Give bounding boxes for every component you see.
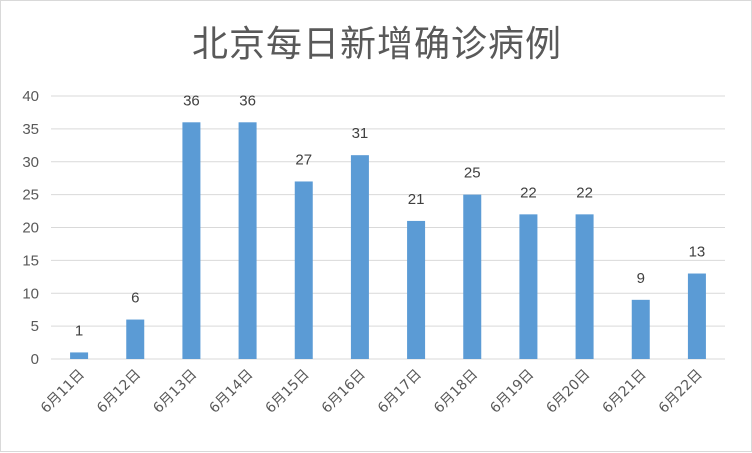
x-tick-label: 6月21日 [600, 367, 650, 417]
x-tick-label: 6月15日 [263, 367, 313, 417]
y-axis-tick-labels: 0 5 10 15 20 25 30 35 40 [22, 88, 39, 368]
y-tick-label: 25 [22, 187, 39, 204]
x-tick-label: 6月11日 [38, 367, 88, 417]
bar-3 [182, 122, 201, 359]
x-tick-label: 6月14日 [206, 367, 256, 417]
bars [70, 122, 706, 359]
x-axis-tick-labels: 6月11日 6月12日 6月13日 6月14日 6月15日 6月16日 6月17日 6月18日… [38, 367, 706, 417]
data-label: 6 [131, 290, 139, 307]
y-tick-label: 10 [22, 285, 39, 302]
data-label: 22 [520, 184, 537, 201]
data-label: 22 [576, 184, 593, 201]
chart-title: 北京每日新增确诊病例 [191, 24, 562, 65]
y-tick-label: 40 [22, 88, 39, 105]
data-labels: 1 6 36 36 27 31 21 25 22 22 9 13 [75, 92, 705, 339]
y-tick-label: 30 [22, 154, 39, 171]
x-tick-label: 6月18日 [431, 367, 481, 417]
bar-6 [350, 155, 369, 359]
data-label: 27 [295, 151, 312, 168]
bar-1 [70, 352, 89, 359]
bar-12 [687, 273, 706, 359]
bar-9 [519, 214, 538, 359]
gridlines [51, 95, 725, 360]
data-label: 13 [689, 244, 706, 261]
x-tick-label: 6月22日 [656, 367, 706, 417]
x-tick-label: 6月12日 [94, 367, 144, 417]
x-tick-label: 6月20日 [543, 367, 593, 417]
x-tick-label: 6月16日 [319, 367, 369, 417]
bar-8 [463, 194, 482, 359]
x-tick-label: 6月17日 [375, 367, 425, 417]
bar-5 [294, 181, 313, 359]
y-tick-label: 35 [22, 121, 39, 138]
bar-10 [575, 214, 594, 359]
bar-7 [407, 220, 426, 359]
x-tick-label: 6月13日 [150, 367, 200, 417]
data-label: 36 [183, 92, 200, 109]
y-tick-label: 5 [31, 318, 39, 335]
bar-11 [631, 299, 650, 359]
data-label: 21 [408, 191, 425, 208]
bar-2 [126, 319, 145, 359]
data-label: 31 [352, 125, 369, 142]
bar-4 [238, 122, 257, 359]
x-tick-label: 6月19日 [487, 367, 537, 417]
y-tick-label: 20 [22, 220, 39, 237]
y-tick-label: 15 [22, 252, 39, 269]
data-label: 36 [239, 92, 256, 109]
data-label: 1 [75, 322, 83, 339]
data-label: 9 [637, 270, 645, 287]
y-tick-label: 0 [31, 351, 39, 368]
data-label: 25 [464, 165, 481, 182]
